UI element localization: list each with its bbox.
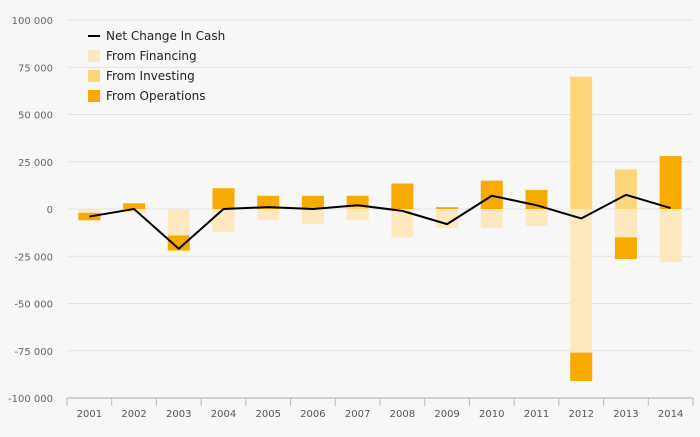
x-tick-label: 2010 [479,409,504,420]
x-tick-label: 2014 [658,409,683,420]
y-tick-label: -100 000 [8,394,53,405]
x-tick-label: 2001 [77,409,102,420]
legend-label-net-change-in-cash: Net Change In Cash [106,29,225,43]
bar-from-operations [346,195,369,208]
axis-layer: 100 000 75 000 50 000 25 000 0 -25 000 -50 000… [8,16,694,420]
x-tick-label: 2003 [166,409,191,420]
line-layer [89,193,671,250]
bar-from-operations [391,183,414,209]
bar-from-operations [570,352,593,381]
x-tick-label: 2012 [568,409,593,420]
line-net-change-in-cash [89,193,671,250]
bar-from-financing [570,209,593,353]
y-tick-label: 25 000 [18,158,53,169]
y-tick-label: -25 000 [14,252,53,263]
x-tick-label: 2006 [300,409,325,420]
legend-swatch-from-investing [88,70,100,82]
bar-from-investing [614,169,637,209]
bar-from-financing [212,209,235,232]
legend-swatch-from-operations [88,90,100,102]
legend: Net Change In Cash From Financing From Inv… [88,29,225,103]
bar-from-financing [480,209,503,228]
x-tick-label: 2008 [390,409,415,420]
bar-from-operations [167,235,190,251]
bar-from-operations [123,203,146,209]
bar-from-operations [212,188,235,209]
bar-from-financing [346,209,369,221]
bar-from-financing [257,209,280,221]
y-tick-label: 75 000 [18,63,53,74]
x-tick-label: 2007 [345,409,370,420]
x-tick-label: 2011 [524,409,549,420]
bar-from-financing [614,209,637,238]
bar-from-financing [391,209,414,238]
bar-from-operations [301,195,324,209]
bar-from-financing [301,209,324,225]
bar-from-operations [659,156,682,209]
x-tick-label: 2005 [255,409,280,420]
bar-from-operations [436,207,459,209]
legend-label-from-financing: From Financing [106,49,197,63]
y-tick-label: 0 [47,205,53,216]
bar-layer [78,76,682,381]
bar-from-financing [659,209,682,262]
x-tick-label: 2009 [434,409,459,420]
bar-from-financing [78,209,101,213]
legend-label-from-investing: From Investing [106,69,195,83]
y-tick-label: -75 000 [14,347,53,358]
bar-from-investing [570,76,593,209]
legend-swatch-from-financing [88,50,100,62]
bar-from-financing [123,209,146,213]
legend-label-from-operations: From Operations [106,89,206,103]
x-tick-label: 2002 [121,409,146,420]
bar-from-financing [525,209,548,227]
y-tick-label: 100 000 [12,16,53,27]
bar-from-financing [167,209,190,236]
y-tick-label: 50 000 [18,111,53,122]
bar-from-investing [346,207,369,209]
x-tick-label: 2004 [211,409,236,420]
bar-from-operations [257,195,280,209]
bar-from-operations [614,237,637,260]
y-tick-label: -50 000 [14,300,53,311]
x-tick-label: 2013 [613,409,638,420]
